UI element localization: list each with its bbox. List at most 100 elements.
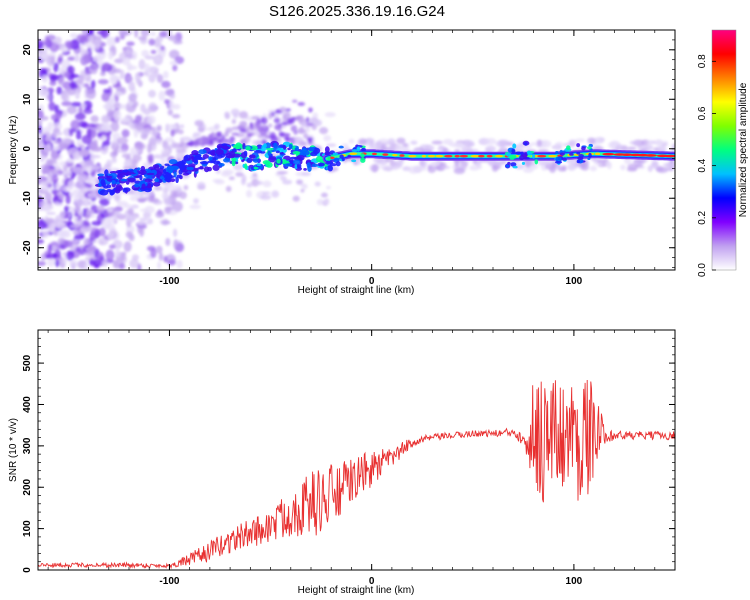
noise-blob bbox=[114, 36, 120, 43]
noise-blob bbox=[161, 220, 171, 225]
noise-blob bbox=[111, 132, 121, 140]
haze-blob bbox=[301, 171, 311, 177]
noise-blob bbox=[98, 227, 106, 237]
haze-blob bbox=[316, 198, 324, 206]
haze-blob bbox=[233, 163, 244, 171]
noise-blob bbox=[123, 241, 132, 252]
haze-blob bbox=[231, 118, 237, 125]
haze-blob bbox=[375, 140, 383, 148]
haze-blob bbox=[118, 149, 128, 154]
ridge-knot bbox=[507, 161, 511, 165]
noise-blob bbox=[59, 142, 70, 150]
haze-blob bbox=[71, 166, 84, 174]
noise-blob bbox=[144, 63, 151, 74]
haze-blob bbox=[129, 195, 138, 202]
haze-blob bbox=[115, 212, 123, 217]
noise-blob bbox=[102, 103, 111, 109]
ridge-blob bbox=[294, 163, 298, 170]
haze-blob bbox=[615, 144, 624, 151]
ridge-peak bbox=[664, 154, 675, 158]
ridge-blob bbox=[182, 172, 190, 176]
ridge-blob bbox=[152, 181, 161, 187]
plume-blob bbox=[306, 122, 314, 127]
ridge-peak bbox=[392, 153, 398, 157]
haze-blob bbox=[353, 161, 358, 166]
haze-blob bbox=[103, 164, 111, 170]
noise-blob bbox=[81, 225, 86, 234]
haze-blob bbox=[635, 163, 644, 168]
haze-blob bbox=[214, 179, 225, 185]
noise-blob bbox=[38, 39, 43, 50]
haze-blob bbox=[485, 148, 493, 152]
haze-blob bbox=[245, 189, 252, 198]
haze-blob bbox=[629, 140, 638, 145]
noise-blob bbox=[57, 77, 65, 86]
plume-blob bbox=[246, 132, 255, 136]
noise-blob bbox=[108, 51, 114, 60]
ridge-knot bbox=[587, 157, 591, 161]
ridge-peak bbox=[382, 153, 389, 156]
ridge-blob bbox=[276, 158, 281, 164]
noise-blob bbox=[161, 80, 171, 89]
ridge-blob bbox=[173, 171, 177, 178]
ridge-peak bbox=[494, 154, 503, 158]
ridge-blob bbox=[202, 154, 210, 159]
ridge-blob bbox=[109, 170, 118, 174]
noise-blob bbox=[163, 70, 169, 79]
plume-blob bbox=[255, 120, 261, 129]
haze-blob bbox=[161, 186, 166, 192]
haze-blob bbox=[485, 138, 497, 145]
noise-blob bbox=[86, 127, 92, 138]
ridge-knot bbox=[581, 146, 586, 151]
haze-blob bbox=[150, 131, 159, 137]
haze-blob bbox=[65, 172, 73, 177]
haze-blob bbox=[415, 166, 427, 171]
ridge-peak bbox=[372, 152, 377, 156]
haze-blob bbox=[153, 185, 162, 191]
noise-blob bbox=[38, 239, 45, 244]
haze-blob bbox=[149, 136, 157, 144]
ridge-blob bbox=[120, 178, 128, 182]
haze-blob bbox=[80, 173, 87, 181]
ridge-blob bbox=[256, 163, 261, 167]
noise-blob bbox=[92, 54, 103, 63]
noise-blob bbox=[172, 64, 178, 72]
noise-blob bbox=[118, 262, 126, 270]
haze-blob bbox=[514, 164, 525, 170]
haze-blob bbox=[69, 224, 80, 229]
ridge-blob bbox=[223, 157, 231, 163]
noise-blob bbox=[97, 132, 103, 138]
noise-blob bbox=[167, 259, 176, 266]
haze-blob bbox=[77, 144, 86, 148]
ridge-blob bbox=[187, 158, 191, 161]
noise-blob bbox=[168, 35, 178, 42]
noise-blob bbox=[94, 229, 100, 239]
ridge-blob bbox=[111, 180, 116, 185]
ridge-blob bbox=[115, 184, 122, 190]
haze-blob bbox=[116, 200, 129, 207]
plume-blob bbox=[243, 135, 251, 144]
plume-blob bbox=[249, 121, 253, 128]
ridge-blob bbox=[141, 183, 146, 190]
haze-blob bbox=[88, 178, 98, 186]
haze-blob bbox=[358, 138, 367, 145]
haze-blob bbox=[300, 188, 305, 193]
ridge-peak bbox=[408, 154, 417, 158]
noise-blob bbox=[64, 205, 69, 213]
haze-blob bbox=[408, 166, 419, 174]
haze-blob bbox=[41, 155, 47, 160]
ridge-blob bbox=[165, 173, 173, 179]
noise-blob bbox=[52, 252, 58, 259]
plume-blob bbox=[290, 125, 298, 132]
ridge-knot bbox=[327, 156, 331, 162]
noise-blob bbox=[169, 60, 178, 66]
haze-blob bbox=[85, 165, 95, 172]
noise-blob bbox=[56, 170, 64, 176]
noise-blob bbox=[101, 92, 110, 102]
haze-blob bbox=[296, 179, 304, 185]
ridge-blob bbox=[327, 165, 333, 172]
noise-blob bbox=[44, 192, 53, 202]
noise-blob bbox=[135, 123, 144, 131]
haze-blob bbox=[225, 185, 232, 192]
ridge-blob bbox=[126, 171, 132, 176]
